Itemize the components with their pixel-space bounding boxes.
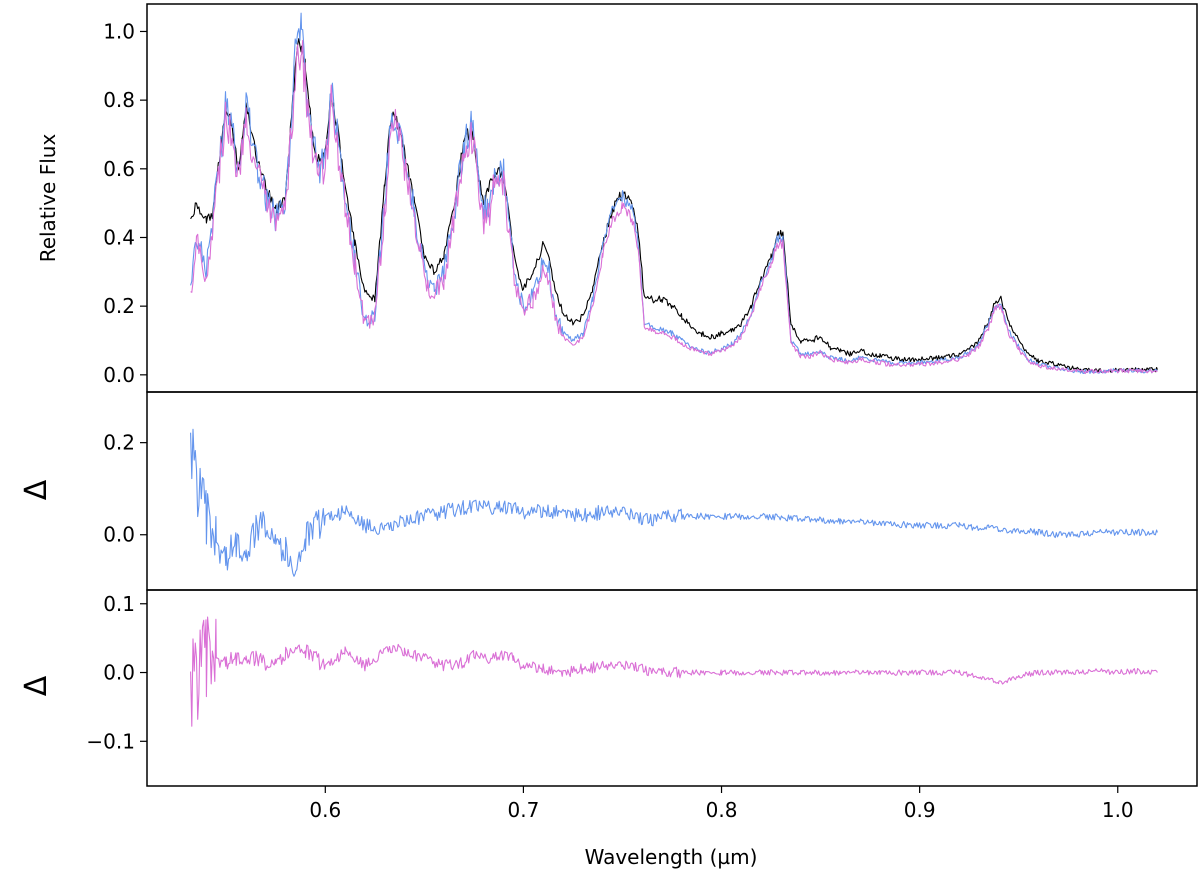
top-ytick-label: 0.2 — [103, 294, 135, 318]
top-series-line-3 — [190, 39, 1158, 375]
bottom-series-group — [190, 616, 1158, 727]
bottom-panel-frame — [146, 589, 1198, 787]
bottom-xtick-label: 1.0 — [1102, 798, 1134, 822]
top-ylabel: Relative Flux — [36, 134, 60, 263]
bottom-ylabel: Δ — [19, 675, 54, 696]
top-ytick-label: 0.0 — [103, 363, 135, 387]
x-axis-label: Wavelength (µm) — [585, 845, 758, 869]
middle-ticks-group: 0.0 0.2 — [103, 431, 147, 547]
bottom-xtick-label: 0.8 — [706, 798, 738, 822]
middle-panel: 0.0 0.2 Δ — [19, 391, 1198, 591]
bottom-ticks-group: −0.1 0.0 0.1 0.6 0.7 0.8 0.9 1.0 — [86, 592, 1133, 822]
middle-ylabel: Δ — [19, 479, 54, 500]
top-ytick-label: 0.8 — [103, 88, 135, 112]
bottom-xtick-label: 0.6 — [309, 798, 341, 822]
bottom-ytick-label: 0.0 — [103, 661, 135, 685]
bottom-panel: −0.1 0.0 0.1 0.6 0.7 0.8 0.9 1.0 Δ Wavelength (… — [19, 589, 1198, 869]
bottom-series-line-1 — [190, 616, 1158, 727]
top-series-line-1 — [190, 38, 1158, 374]
middle-ytick-label: 0.0 — [103, 523, 135, 547]
top-ytick-label: 1.0 — [103, 19, 135, 43]
top-ytick-label: 0.4 — [103, 225, 135, 249]
top-ticks-group: 0.0 0.2 0.4 0.6 0.8 1.0 — [103, 19, 147, 387]
middle-series-line-1 — [190, 428, 1158, 577]
bottom-xtick-label: 0.9 — [904, 798, 936, 822]
middle-ytick-label: 0.2 — [103, 431, 135, 455]
top-series-group — [190, 12, 1158, 375]
bottom-xtick-label: 0.7 — [508, 798, 540, 822]
bottom-ytick-label: −0.1 — [86, 729, 135, 753]
middle-series-group — [190, 428, 1158, 577]
top-panel: 0.0 0.2 0.4 0.6 0.8 1.0 Relative Flux — [36, 3, 1198, 393]
top-ytick-label: 0.6 — [103, 157, 135, 181]
bottom-ytick-label: 0.1 — [103, 592, 135, 616]
